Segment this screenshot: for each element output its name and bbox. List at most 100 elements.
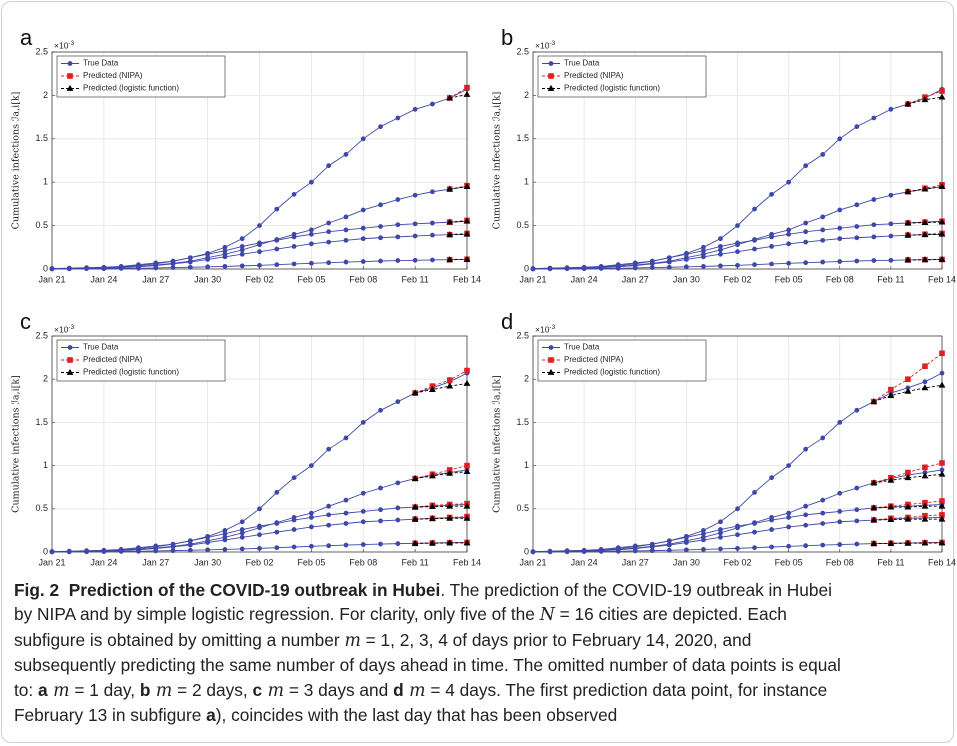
- data-point: [683, 251, 689, 257]
- caption-line: February 13 in subfigure a), coincides w…: [14, 703, 949, 727]
- legend-label: Predicted (NIPA): [564, 71, 624, 80]
- data-point: [274, 489, 280, 495]
- data-point: [888, 192, 894, 198]
- data-point: [598, 266, 604, 271]
- data-point: [412, 106, 418, 112]
- x-tick-label: Feb 05: [297, 274, 325, 284]
- data-point: [430, 257, 435, 263]
- data-point: [820, 152, 826, 157]
- series-line: [873, 542, 943, 545]
- data-point: [343, 521, 349, 526]
- data-point: [820, 237, 826, 243]
- data-point: [666, 255, 672, 261]
- legend-marker: [67, 357, 73, 363]
- data-point: [360, 542, 366, 547]
- data-point: [632, 265, 638, 271]
- data-point: [938, 230, 946, 237]
- data-point: [412, 221, 418, 227]
- figure: 0 0.5 1 1.5 2 2.5 Jan 21 Jan 24 Jan 27 Jan 30 Feb …: [11, 25, 957, 568]
- data-point: [291, 191, 297, 197]
- data-point: [769, 244, 774, 249]
- data-point: [446, 218, 454, 225]
- legend-label: Predicted (logistic function): [83, 84, 179, 93]
- data-point: [170, 261, 176, 267]
- data-point: [921, 185, 929, 192]
- data-point: [887, 503, 895, 510]
- data-point: [257, 262, 262, 268]
- data-point: [274, 262, 280, 268]
- data-point: [463, 255, 471, 262]
- data-point: [854, 485, 860, 491]
- data-point: [769, 191, 774, 197]
- data-point: [735, 532, 740, 538]
- data-point: [938, 381, 946, 388]
- data-point: [101, 266, 107, 272]
- y-tick-label: 1.5: [35, 417, 48, 427]
- data-point: [291, 527, 297, 532]
- data-point: [239, 519, 245, 525]
- data-point: [786, 463, 792, 469]
- data-point: [752, 237, 757, 243]
- legend-label: True Data: [83, 343, 119, 352]
- data-point: [446, 377, 453, 383]
- data-point: [463, 514, 471, 521]
- legend-label: True Data: [564, 343, 600, 352]
- legend-marker: [548, 61, 554, 66]
- data-point: [922, 464, 928, 471]
- caption-run: by NIPA and by simple logistic regressio…: [14, 604, 540, 625]
- y-multiplier: ×10-3: [54, 324, 75, 335]
- data-point: [735, 240, 740, 246]
- data-point: [187, 255, 193, 261]
- data-point: [326, 503, 332, 509]
- x-tick-label: Jan 27: [142, 557, 169, 567]
- x-tick-label: Jan 24: [571, 274, 598, 284]
- x-tick-label: Feb 02: [723, 274, 751, 284]
- caption-run: b: [139, 679, 151, 700]
- data-point: [153, 548, 159, 554]
- data-point: [274, 237, 280, 243]
- data-point: [343, 152, 349, 157]
- data-point: [871, 197, 877, 202]
- data-point: [701, 537, 706, 543]
- y-tick-label: 2.5: [516, 46, 529, 56]
- y-tick-label: 2.5: [35, 330, 48, 340]
- data-point: [769, 234, 774, 240]
- data-point: [564, 549, 570, 555]
- axes-box: [51, 335, 468, 553]
- series-line: [449, 87, 468, 99]
- data-point: [666, 264, 672, 270]
- data-point: [274, 521, 280, 526]
- y-tick-label: 0: [43, 263, 48, 273]
- data-point: [904, 539, 912, 546]
- caption-line: by NIPA and by simple logistic regressio…: [14, 602, 949, 627]
- series-line: [907, 90, 943, 105]
- data-point: [820, 521, 826, 526]
- data-point: [530, 549, 536, 555]
- data-point: [837, 508, 843, 514]
- data-point: [360, 508, 366, 514]
- data-point: [803, 239, 809, 245]
- x-tick-label: Feb 05: [775, 274, 803, 284]
- legend-box: [56, 339, 226, 382]
- data-point: [291, 234, 297, 240]
- data-point: [239, 244, 245, 249]
- data-point: [769, 475, 774, 481]
- data-point: [430, 101, 435, 107]
- data-point: [446, 502, 454, 509]
- data-point: [837, 136, 843, 142]
- data-point: [649, 548, 655, 554]
- data-point: [187, 542, 193, 548]
- data-point: [464, 462, 470, 469]
- data-point: [922, 379, 928, 385]
- y-exponent: -3: [68, 324, 74, 331]
- series-line: [449, 186, 468, 190]
- data-point: [887, 516, 895, 522]
- x-tick-label: Jan 27: [142, 274, 169, 284]
- data-point: [170, 548, 176, 554]
- x-tick-label: Jan 24: [571, 557, 598, 567]
- data-point: [153, 265, 159, 271]
- x-tick-label: Feb 05: [297, 557, 325, 567]
- data-point: [786, 227, 792, 233]
- data-point: [701, 547, 706, 552]
- data-point: [718, 519, 723, 525]
